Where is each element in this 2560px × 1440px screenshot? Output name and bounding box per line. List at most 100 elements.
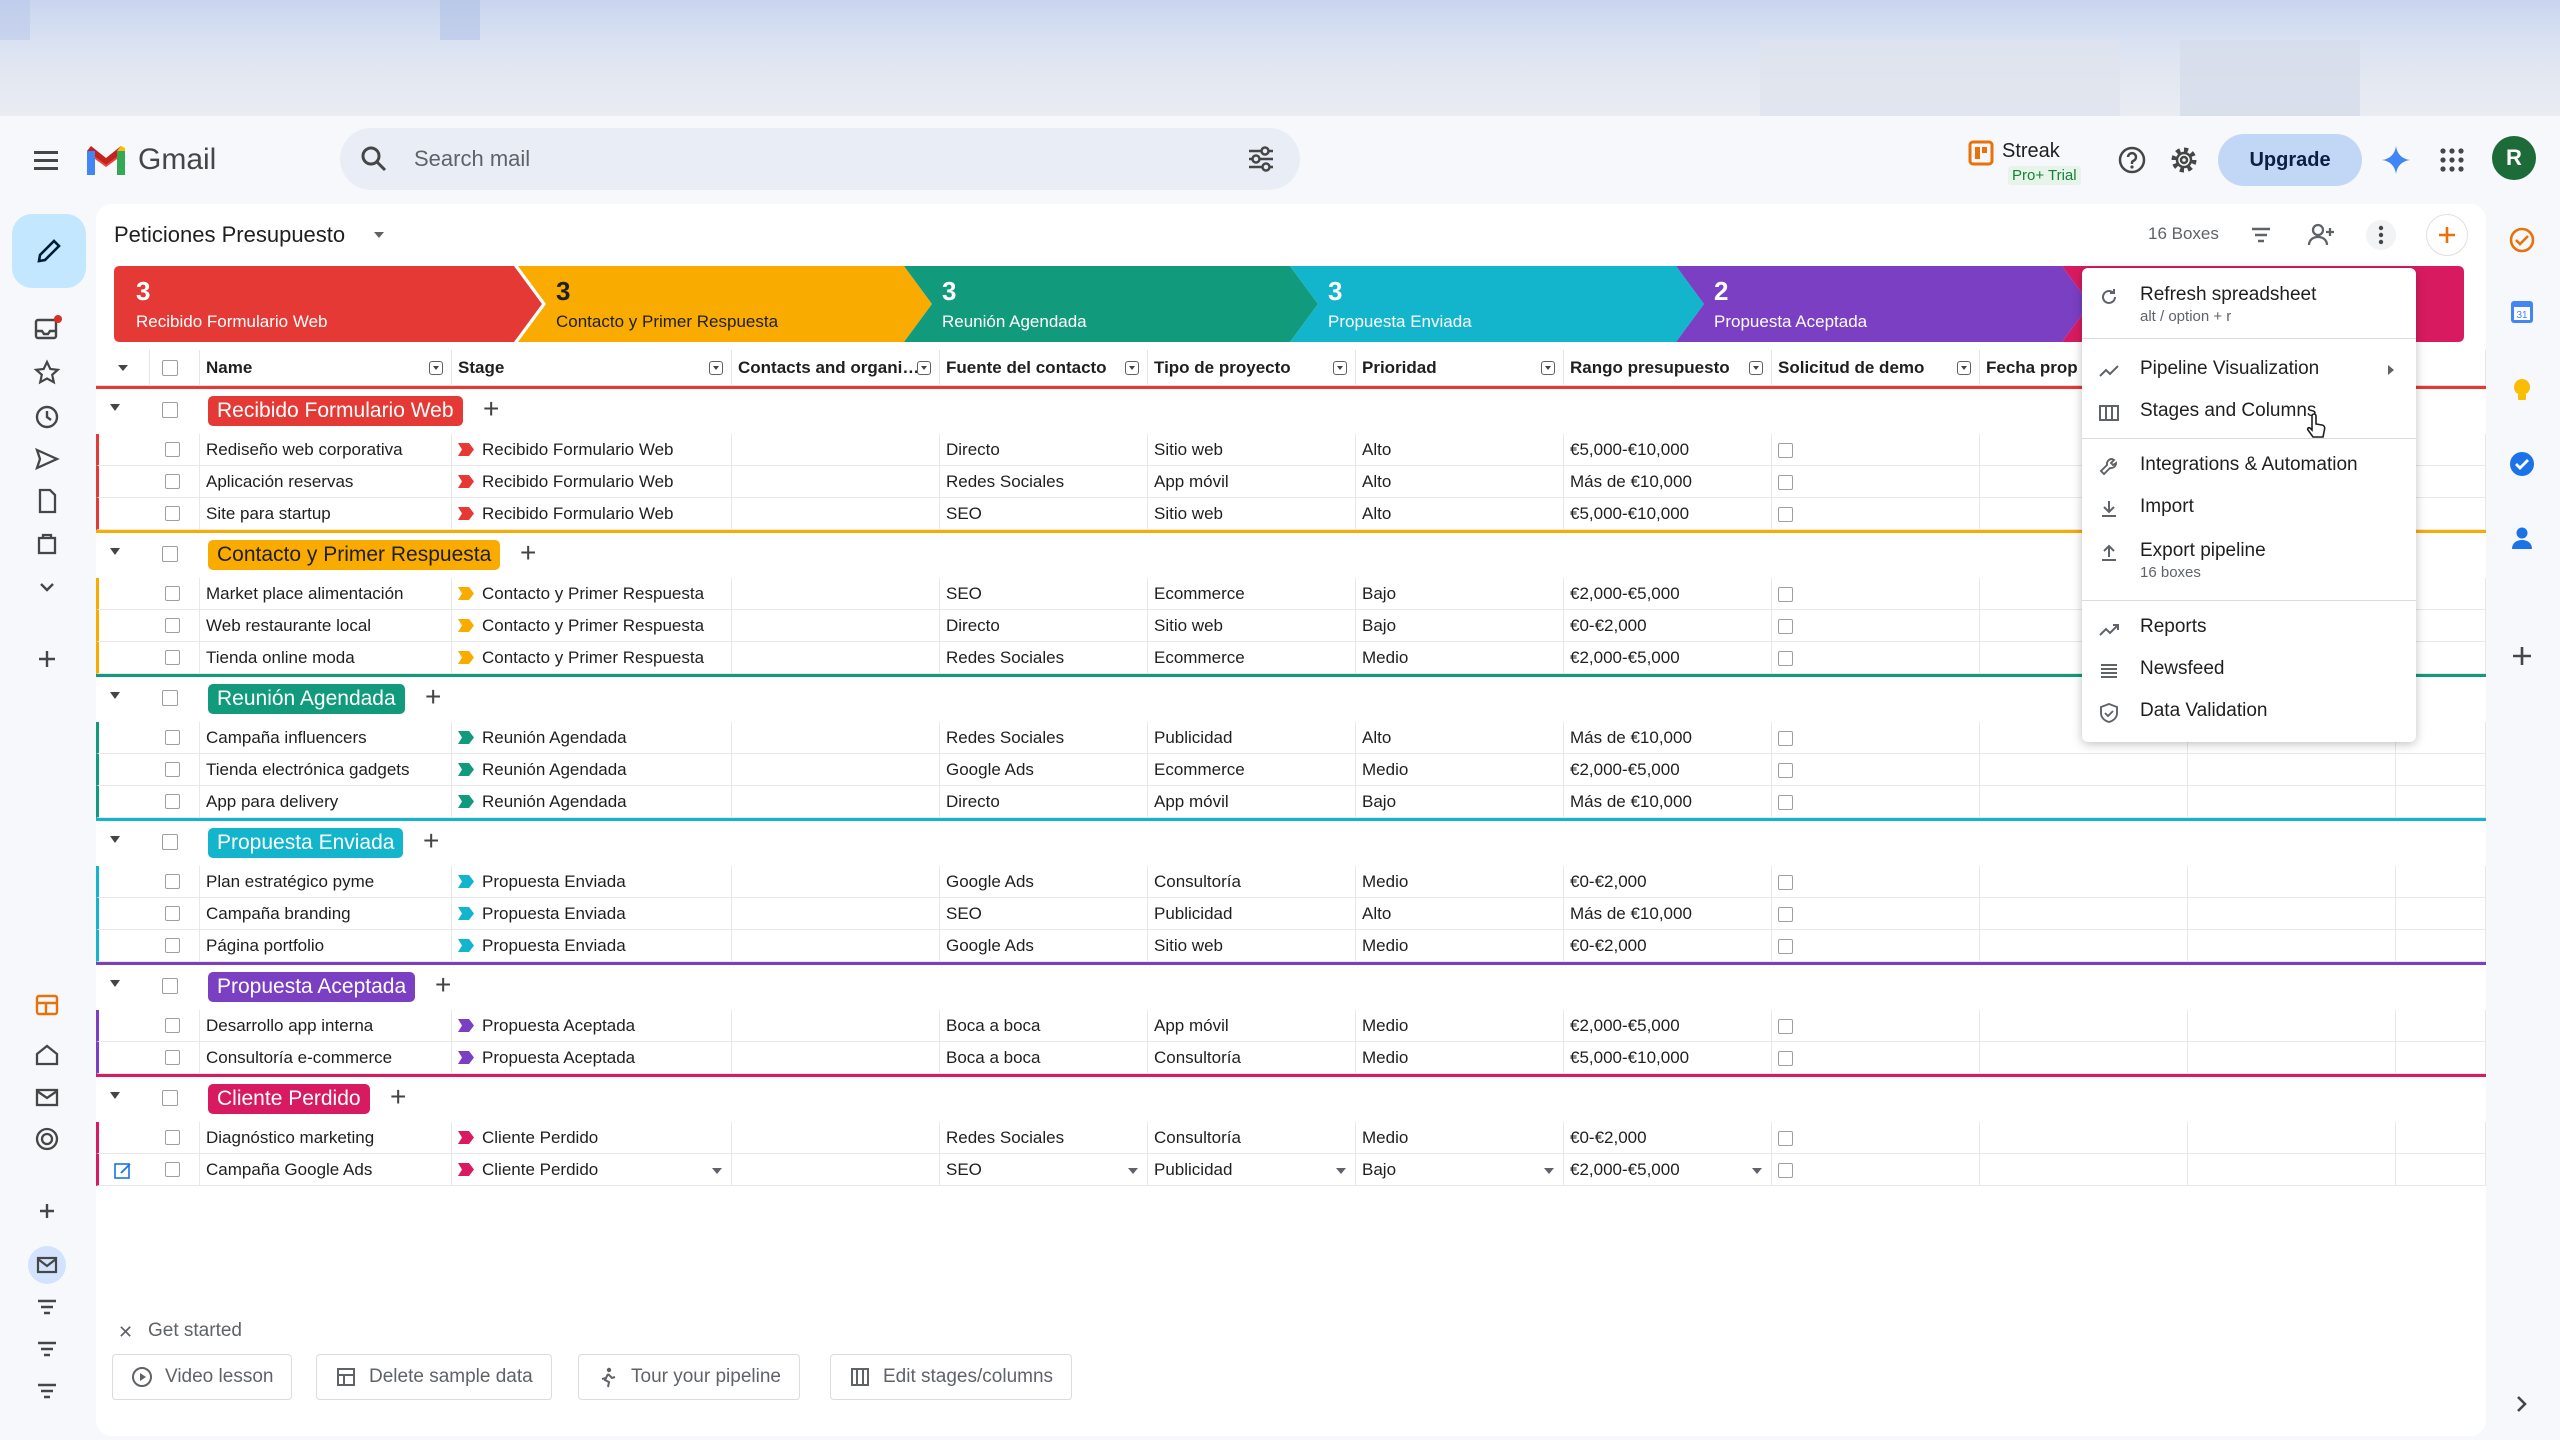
tasks-icon[interactable] [2508, 450, 2536, 478]
row-select-cell[interactable] [96, 898, 200, 930]
more-options-icon[interactable] [2366, 220, 2396, 250]
cell-name[interactable]: Campaña influencers [200, 722, 452, 754]
cell-prioridad[interactable]: Medio [1356, 1010, 1564, 1042]
cell-tipo[interactable]: Consultoría [1148, 866, 1356, 898]
cell-stage[interactable]: Propuesta Enviada [452, 866, 732, 898]
row-checkbox[interactable] [165, 730, 180, 745]
cell-estado[interactable] [2188, 930, 2396, 962]
cell-fuente[interactable]: Directo [940, 786, 1148, 818]
cell-tipo[interactable]: App móvil [1148, 466, 1356, 498]
cell-prioridad[interactable]: Medio [1356, 866, 1564, 898]
demo-checkbox[interactable] [1778, 619, 1793, 635]
cell-contacts[interactable] [732, 642, 940, 674]
demo-checkbox[interactable] [1778, 1051, 1793, 1067]
stage-group-header[interactable]: Contacto y Primer Respuesta + [96, 530, 2486, 578]
row-select-cell[interactable] [96, 866, 200, 898]
cell-dropdown-icon[interactable] [1127, 1166, 1139, 1176]
cell-tipo[interactable]: Consultoría [1148, 1122, 1356, 1154]
mail-merge-icon[interactable] [32, 1082, 62, 1112]
cell-prioridad[interactable]: Medio [1356, 930, 1564, 962]
row-select-cell[interactable] [96, 434, 200, 466]
column-menu-icon[interactable] [1333, 361, 1347, 375]
cell-fuente[interactable]: Redes Sociales [940, 722, 1148, 754]
cell-rango[interactable]: Más de €10,000 [1564, 722, 1772, 754]
cell-extra[interactable] [2396, 1010, 2486, 1042]
home-icon[interactable] [32, 1040, 62, 1070]
add-box-to-stage-icon[interactable]: + [435, 969, 452, 1000]
row-checkbox[interactable] [165, 506, 180, 521]
cell-tipo[interactable]: Consultoría [1148, 1042, 1356, 1074]
cell-contacts[interactable] [732, 578, 940, 610]
cell-rango[interactable]: €2,000-€5,000 [1564, 642, 1772, 674]
stage-group-header[interactable]: Propuesta Enviada + [96, 818, 2486, 866]
search-input[interactable]: Search mail [414, 146, 531, 171]
cell-name[interactable]: Site para startup [200, 498, 452, 530]
cell-extra[interactable] [2396, 1122, 2486, 1154]
cell-fuente[interactable]: Redes Sociales [940, 1122, 1148, 1154]
table-row[interactable]: Tienda electrónica gadgets Reunión Agenda… [96, 754, 2486, 786]
row-select-cell[interactable] [96, 754, 200, 786]
column-header-6[interactable]: Prioridad [1356, 350, 1564, 386]
cell-fecha[interactable] [1980, 898, 2188, 930]
search-bar[interactable]: Search mail [340, 128, 1300, 190]
cell-contacts[interactable] [732, 1122, 940, 1154]
menu-import[interactable]: Import [2082, 486, 2416, 528]
menu-data-validation[interactable]: Data Validation [2082, 690, 2416, 732]
cell-rango[interactable]: €0-€2,000 [1564, 866, 1772, 898]
group-select-checkbox[interactable] [162, 402, 178, 418]
tasks-check-icon[interactable] [2508, 226, 2536, 254]
cell-stage[interactable]: Contacto y Primer Respuesta [452, 610, 732, 642]
cell-estado[interactable] [2188, 1042, 2396, 1074]
group-collapse-chevron-icon[interactable] [110, 1092, 120, 1099]
search-icon[interactable] [360, 145, 388, 173]
cell-extra[interactable] [2396, 642, 2486, 674]
cell-estado[interactable] [2188, 1010, 2396, 1042]
column-header-4[interactable]: Fuente del contacto [940, 350, 1148, 386]
sent-icon[interactable] [32, 444, 62, 474]
cell-fuente[interactable]: Boca a boca [940, 1010, 1148, 1042]
cell-fecha[interactable] [1980, 786, 2188, 818]
cell-contacts[interactable] [732, 498, 940, 530]
add-box-to-stage-icon[interactable]: + [520, 537, 537, 568]
cell-rango[interactable]: €2,000-€5,000 [1564, 578, 1772, 610]
cell-demo[interactable] [1772, 1122, 1980, 1154]
cell-tipo[interactable]: Sitio web [1148, 498, 1356, 530]
row-checkbox[interactable] [165, 1050, 180, 1065]
cell-extra[interactable] [2396, 578, 2486, 610]
column-header-7[interactable]: Rango presupuesto [1564, 350, 1772, 386]
row-checkbox[interactable] [165, 586, 180, 601]
cell-name[interactable]: Página portfolio [200, 930, 452, 962]
cell-demo[interactable] [1772, 434, 1980, 466]
new-label-plus-icon[interactable] [32, 644, 62, 674]
cell-fecha[interactable] [1980, 866, 2188, 898]
table-row[interactable]: Campaña influencers Reunión Agendada Redes… [96, 722, 2486, 754]
column-menu-icon[interactable] [1749, 361, 1763, 375]
cell-name[interactable]: App para delivery [200, 786, 452, 818]
table-row[interactable]: Página portfolio Propuesta Enviada Google … [96, 930, 2486, 962]
row-checkbox[interactable] [165, 650, 180, 665]
group-select-checkbox[interactable] [162, 546, 178, 562]
cell-tipo[interactable]: Ecommerce [1148, 754, 1356, 786]
cell-demo[interactable] [1772, 722, 1980, 754]
row-select-cell[interactable] [96, 1042, 200, 1074]
cell-extra[interactable] [2396, 1154, 2486, 1186]
cell-tipo[interactable]: App móvil [1148, 1010, 1356, 1042]
menu-reports[interactable]: Reports [2082, 606, 2416, 648]
menu-pipeline-visualization[interactable]: Pipeline Visualization [2082, 348, 2416, 390]
cell-demo[interactable] [1772, 866, 1980, 898]
gemini-sparkle-icon[interactable] [2380, 144, 2412, 176]
cell-estado[interactable] [2188, 1154, 2396, 1186]
cell-fuente[interactable]: SEO [940, 498, 1148, 530]
menu-integrations-automation[interactable]: Integrations & Automation [2082, 444, 2416, 486]
cell-contacts[interactable] [732, 754, 940, 786]
demo-checkbox[interactable] [1778, 731, 1793, 747]
row-select-cell[interactable] [96, 466, 200, 498]
cell-demo[interactable] [1772, 578, 1980, 610]
cell-rango[interactable]: €2,000-€5,000 [1564, 1154, 1772, 1186]
mail-view-icon[interactable] [28, 1246, 66, 1284]
cell-rango[interactable]: €2,000-€5,000 [1564, 1010, 1772, 1042]
video-lesson-button[interactable]: Video lesson [112, 1354, 293, 1400]
demo-checkbox[interactable] [1778, 475, 1793, 491]
cell-demo[interactable] [1772, 1154, 1980, 1186]
cell-prioridad[interactable]: Medio [1356, 642, 1564, 674]
